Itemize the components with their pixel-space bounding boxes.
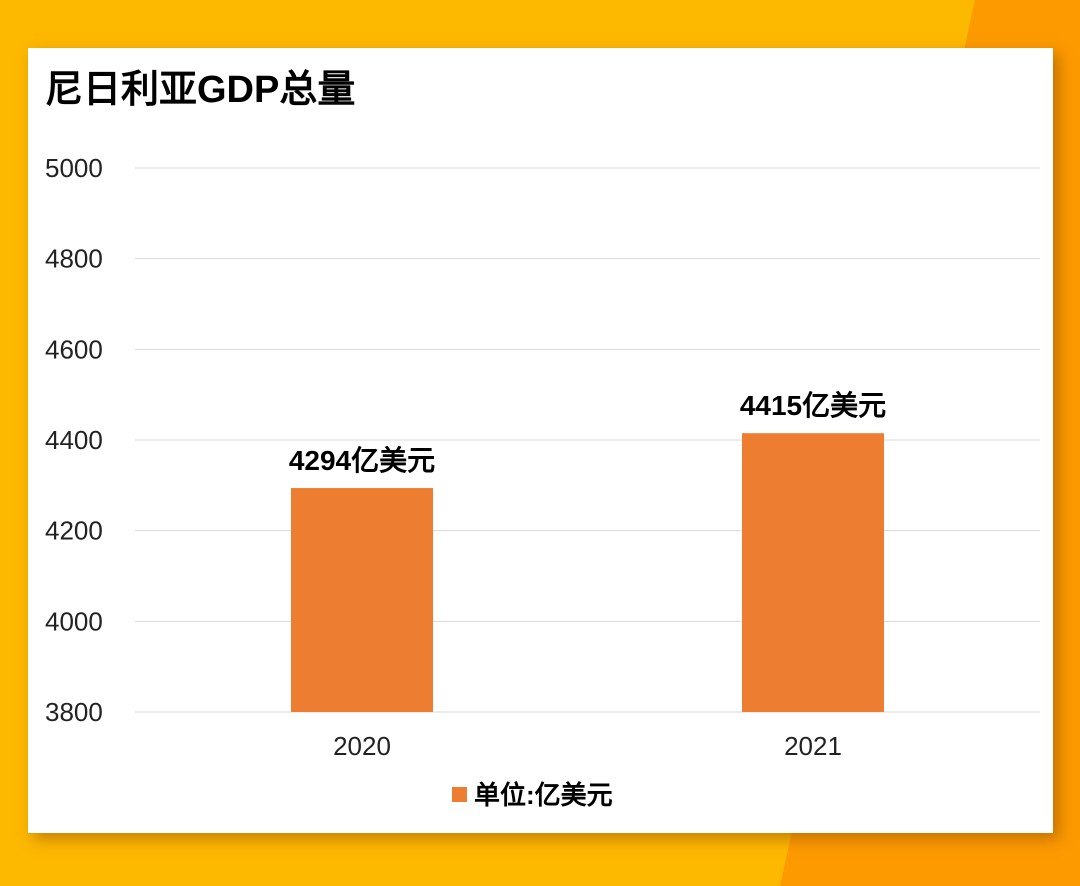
data-label: 4415亿美元 bbox=[740, 390, 886, 421]
y-tick-label: 4600 bbox=[45, 334, 103, 364]
y-tick-label: 5000 bbox=[45, 153, 103, 183]
y-tick-label: 3800 bbox=[45, 697, 103, 727]
bar-2020 bbox=[291, 488, 433, 712]
y-tick-label: 4800 bbox=[45, 244, 103, 274]
legend-swatch bbox=[452, 787, 467, 802]
y-tick-label: 4200 bbox=[45, 516, 103, 546]
x-tick-label: 2020 bbox=[333, 731, 391, 761]
y-tick-label: 4400 bbox=[45, 425, 103, 455]
y-tick-label: 4000 bbox=[45, 606, 103, 636]
chart-title: 尼日利亚GDP总量 bbox=[45, 69, 355, 111]
x-tick-label: 2021 bbox=[784, 731, 842, 761]
bar-2021 bbox=[742, 433, 884, 712]
legend-label: 单位:亿美元 bbox=[474, 780, 613, 810]
data-label: 4294亿美元 bbox=[289, 445, 435, 476]
